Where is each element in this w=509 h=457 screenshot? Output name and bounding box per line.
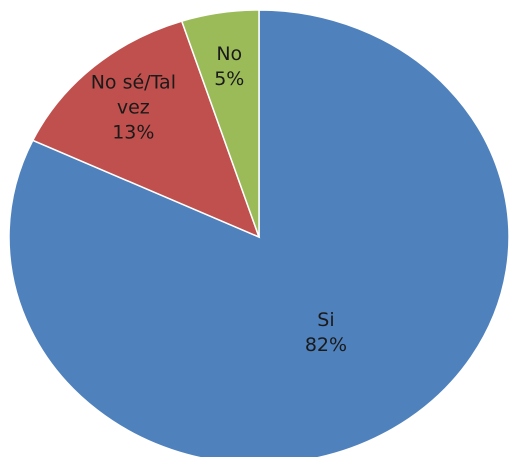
value-label: 13% xyxy=(112,121,155,144)
category-label: No sé/Tal vez xyxy=(90,71,176,119)
category-label: Si xyxy=(317,308,335,331)
pie-slice xyxy=(31,20,261,239)
pie-slice xyxy=(180,9,260,238)
slice-label: Si 82% xyxy=(261,308,391,358)
category-label: No xyxy=(216,42,243,65)
value-label: 82% xyxy=(304,333,348,356)
value-label: 5% xyxy=(214,67,245,90)
slice-label: No 5% xyxy=(164,42,294,92)
slice-label: No sé/Tal vez 13% xyxy=(68,70,198,145)
